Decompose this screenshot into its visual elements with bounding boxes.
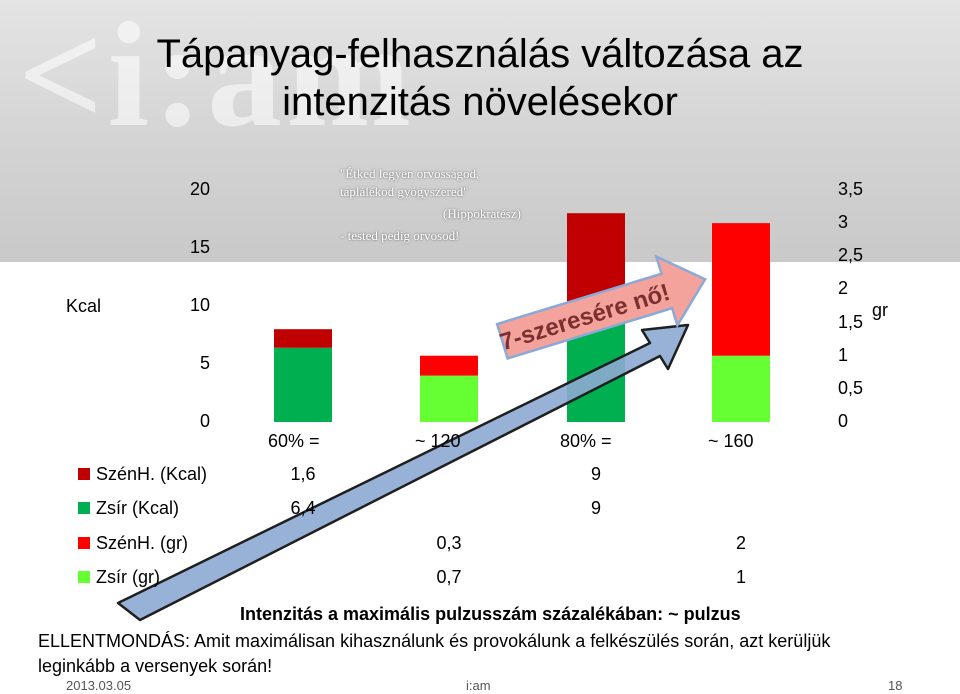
table-cell: 1,6 xyxy=(290,464,316,484)
right-tick-label: 0,5 xyxy=(838,377,864,398)
legend-entry: SzénH. (Kcal) xyxy=(78,464,207,485)
right-tick-label: 2 xyxy=(838,278,849,299)
background-photo xyxy=(0,0,960,262)
legend-label: Zsír (gr) xyxy=(96,567,160,587)
legend-entry: SzénH. (gr) xyxy=(78,533,188,554)
title-line-2: intenzitás növelésekor xyxy=(282,80,678,124)
right-axis-label: gr xyxy=(872,300,889,320)
slide-title: Tápanyag-felhasználás változása az inten… xyxy=(0,30,960,126)
group-label: ~ 160 xyxy=(708,431,754,451)
footer-page-number: 18 xyxy=(888,678,903,693)
left-tick-label: 10 xyxy=(189,295,210,315)
quote-line-2: táplálékod gyógyszered" xyxy=(340,184,469,199)
iam-logo: <i:am xyxy=(18,0,416,158)
footer-date: 2013.03.05 xyxy=(66,678,132,693)
quote-line-1: "Étked legyen orvosságod, xyxy=(340,166,480,181)
legend-swatch xyxy=(78,502,90,514)
left-tick-label: 20 xyxy=(189,179,210,199)
left-axis-label: Kcal xyxy=(66,296,102,316)
table-cell: 1 xyxy=(735,567,746,587)
group-label: ~ 120 xyxy=(415,431,461,451)
legend-label: SzénH. (Kcal) xyxy=(96,464,208,484)
note-line-2: leginkább a versenyek során! xyxy=(38,656,273,676)
group-label: 80% = xyxy=(560,431,612,451)
table-cell: 2 xyxy=(735,533,746,553)
bar-segment-carb-gr xyxy=(712,223,770,356)
left-tick-label: 0 xyxy=(199,411,210,431)
note-line-1: ELLENTMONDÁS: Amit maximálisan kihasznál… xyxy=(38,631,831,651)
table-cell: 9 xyxy=(590,464,601,484)
diagonal-arrow xyxy=(116,323,690,622)
table-cell: 0,7 xyxy=(436,567,462,587)
title-line-1: Tápanyag-felhasználás változása az xyxy=(156,32,804,76)
bar-segment-carb-kcal xyxy=(274,329,332,348)
legend-entry: Zsír (gr) xyxy=(78,567,160,588)
right-tick-label: 3,5 xyxy=(838,179,864,199)
background-white xyxy=(0,262,960,694)
left-tick-label: 5 xyxy=(199,353,210,373)
footer-center: i:am xyxy=(466,678,491,693)
right-tick-label: 2,5 xyxy=(838,245,864,266)
bar-segment-carb-gr xyxy=(420,355,478,376)
bar-segment-fat-gr xyxy=(420,375,478,422)
table-cell: 9 xyxy=(590,498,601,518)
table-cell: 6,4 xyxy=(290,498,316,518)
legend-swatch xyxy=(78,537,90,549)
bar-segment-fat-kcal xyxy=(274,347,332,422)
legend-swatch xyxy=(78,571,90,583)
legend-label: SzénH. (gr) xyxy=(96,533,189,553)
right-tick-label: 1 xyxy=(838,344,849,365)
quote-line-4: - tested pedig orvosod! xyxy=(340,228,460,243)
legend-entry: Zsír (Kcal) xyxy=(78,498,179,519)
right-tick-label: 0 xyxy=(838,411,849,431)
legend-swatch xyxy=(78,468,90,480)
legend-label: Zsír (Kcal) xyxy=(96,498,179,518)
group-label: 60% = xyxy=(268,431,320,451)
right-tick-label: 3 xyxy=(838,212,849,233)
right-tick-label: 1,5 xyxy=(838,311,864,332)
bar-segment-fat-gr xyxy=(712,355,770,422)
quote-author: (Hippokratész) xyxy=(443,206,521,221)
left-tick-label: 15 xyxy=(189,237,210,257)
x-axis-label: Intenzitás a maximális pulzusszám százal… xyxy=(240,604,741,624)
table-cell: 0,3 xyxy=(436,533,462,553)
